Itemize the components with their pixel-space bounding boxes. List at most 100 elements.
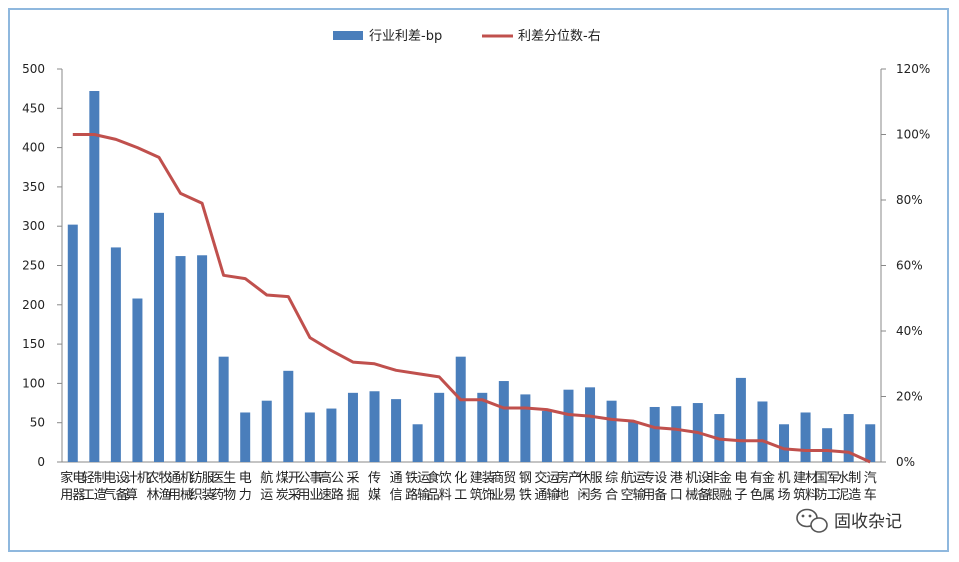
bar: [455, 356, 466, 462]
category-label: 综合: [605, 471, 618, 503]
bar: [434, 392, 445, 462]
y-left-tick-label: 50: [30, 416, 45, 430]
watermark: 固收杂记: [796, 508, 902, 533]
category-label: 商业贸易: [491, 471, 516, 503]
category-label: 电气设备: [103, 471, 128, 503]
bar: [498, 381, 509, 462]
legend-swatch-bar: [333, 31, 363, 40]
percentile-line: [72, 133, 871, 464]
y-right-tick-label: 20%: [896, 390, 923, 404]
category-label: 计算机: [125, 471, 150, 503]
y-left-tick-label: 100: [22, 376, 45, 390]
category-label: 家用电器: [60, 470, 85, 503]
bar: [606, 400, 617, 462]
bar: [757, 401, 768, 462]
bar: [132, 298, 143, 462]
bar: [391, 399, 402, 462]
category-label: 有色金属: [750, 470, 775, 503]
category-label: 食品饮料: [427, 470, 452, 503]
bar: [326, 408, 337, 462]
bar: [175, 256, 186, 462]
category-label: 汽车: [864, 471, 877, 503]
bar: [110, 247, 121, 462]
category-label: 通用机械: [168, 471, 193, 503]
series-line: [72, 133, 871, 464]
bar: [563, 389, 574, 462]
category-label: 高速公路: [319, 470, 344, 503]
category-label: 采掘: [346, 471, 359, 503]
category-label: 农林牧渔: [146, 471, 171, 503]
bar: [585, 387, 596, 462]
category-label: 铁路运输: [405, 471, 430, 503]
bar: [89, 91, 100, 463]
category-label: 专用设备: [642, 471, 667, 503]
y-right-tick-label: 120%: [896, 62, 930, 76]
wechat-icon: [796, 508, 828, 533]
y-left-tick-label: 150: [22, 337, 45, 351]
bar: [779, 424, 790, 462]
category-label: 建筑装饰: [470, 471, 495, 503]
bar: [347, 392, 358, 462]
bar: [369, 391, 380, 462]
y-right-tick-label: 100%: [896, 128, 930, 142]
bars: [67, 91, 876, 463]
y-right-tick-label: 0%: [896, 455, 915, 469]
bar: [735, 377, 746, 462]
category-label: 水泥制造: [836, 471, 861, 503]
y-left-tick-label: 0: [37, 455, 45, 469]
category-label: 医药生物: [211, 471, 236, 503]
watermark-text: 固收杂记: [834, 512, 902, 532]
y-left-tick-label: 200: [22, 298, 45, 312]
category-label: 传媒: [368, 471, 381, 503]
bar: [304, 412, 315, 462]
y-left-tick-label: 500: [22, 62, 45, 76]
y-left-tick-label: 350: [22, 180, 45, 194]
y-left-tick-label: 250: [22, 259, 45, 273]
bar: [67, 224, 78, 462]
bar: [843, 414, 854, 462]
category-label: 煤炭开采: [276, 471, 301, 503]
category-label: 化工: [454, 471, 467, 503]
y-right-tick-label: 80%: [896, 193, 923, 207]
category-label: 公用事业: [297, 471, 322, 503]
category-label: 机械设备: [685, 471, 710, 503]
bar: [822, 428, 833, 462]
category-label: 通信: [390, 471, 403, 503]
category-label: 国防军工: [815, 471, 840, 503]
category-label: 非银金融: [707, 470, 732, 503]
bar: [261, 400, 272, 462]
category-label: 轻工制造: [82, 471, 107, 503]
category-label: 建筑材料: [793, 471, 818, 503]
bar: [197, 255, 208, 462]
y-left-tick-label: 300: [22, 219, 45, 233]
bar: [240, 412, 251, 462]
category-label: 交通运输: [534, 470, 559, 503]
category-label: 钢铁: [519, 471, 532, 503]
category-label: 航运: [260, 470, 273, 503]
y-left-tick-label: 400: [22, 141, 45, 155]
category-label: 电力: [239, 471, 252, 503]
category-label: 休闲服务: [577, 471, 602, 503]
bar: [671, 406, 682, 462]
axes: 0 50 100 150 200 250 300 350 400 450 500 0% 20% 40% 60…: [22, 62, 930, 469]
legend: 行业利差-bp 利差分位数-右: [333, 29, 601, 44]
category-label: 航空运输: [621, 470, 646, 503]
bar: [412, 424, 423, 462]
category-label: 电子: [734, 471, 747, 503]
legend-label-line: 利差分位数-右: [518, 29, 601, 44]
bar: [541, 410, 552, 462]
bar: [520, 394, 531, 462]
bar: [153, 212, 164, 462]
bar: [865, 424, 876, 462]
category-labels: 家用电器轻工制造电气设备计算机农林牧渔通用机械纺织服装医药生物电力航运煤炭开采公…: [60, 470, 876, 503]
category-label: 纺织服装: [190, 471, 215, 503]
bar: [283, 370, 294, 462]
category-label: 机场: [777, 471, 790, 503]
bar: [218, 356, 229, 462]
legend-label-bar: 行业利差-bp: [369, 29, 442, 44]
category-label: 港口: [670, 471, 683, 503]
bar: [628, 421, 639, 462]
category-label: 房地产: [556, 470, 581, 503]
y-right-tick-label: 60%: [896, 259, 923, 273]
